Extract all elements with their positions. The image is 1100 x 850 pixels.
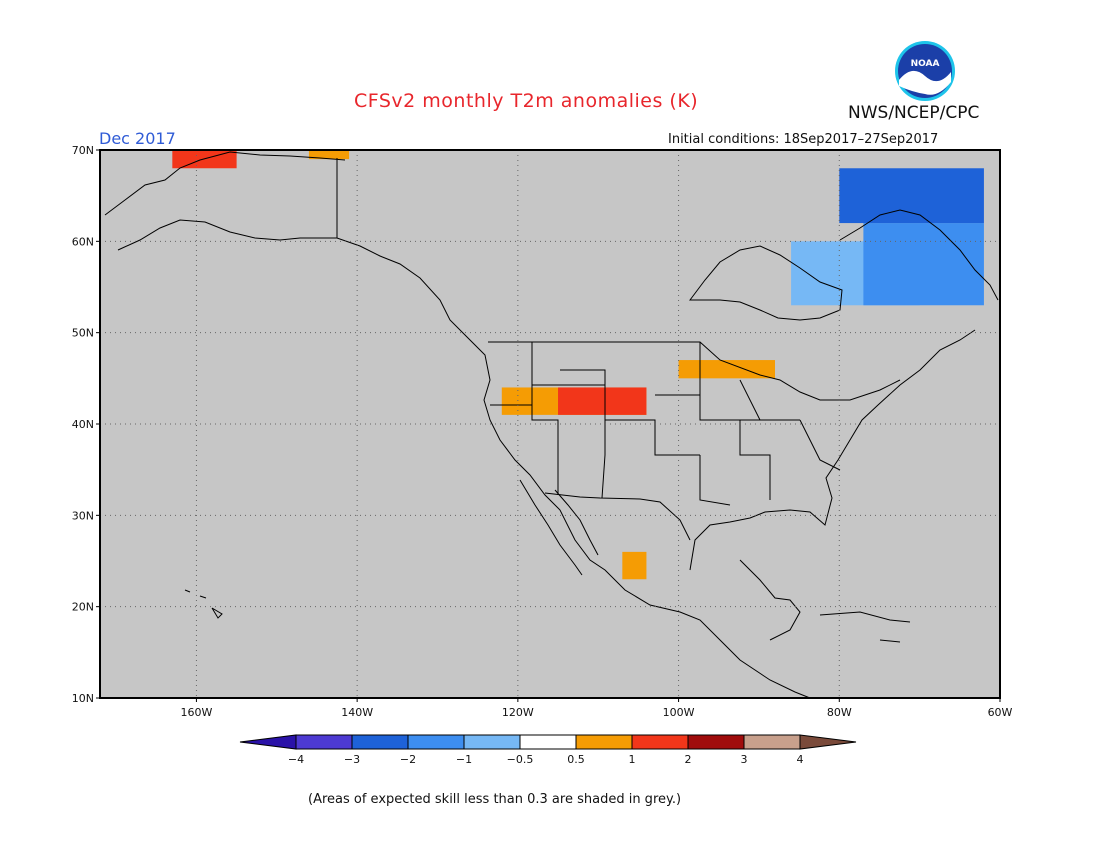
lat-label-20N: 20N [72, 601, 94, 614]
lon-label-100W: 100W [663, 706, 695, 719]
colorbar-segment [687, 734, 745, 750]
coastlines [104, 151, 999, 699]
colorbar-segment [351, 734, 409, 750]
lat-label-10N: 10N [72, 692, 94, 705]
state-line-7 [699, 419, 841, 506]
lat-label-50N: 50N [72, 327, 94, 340]
anomaly-rockies-warm-core [558, 387, 647, 415]
lat-label-40N: 40N [72, 418, 94, 431]
labrador-coast [839, 209, 999, 301]
colorbar-segment [743, 734, 801, 750]
colorbar-segment [463, 734, 521, 750]
anomaly-labrador-cool [863, 223, 984, 306]
lat-label-30N: 30N [72, 509, 94, 522]
lon-label-160W: 160W [180, 706, 212, 719]
forecast-month: Dec 2017 [99, 129, 176, 148]
colorbar-label: −4 [288, 753, 304, 766]
noaa-logo-text: NOAA [911, 59, 940, 69]
yucatan-coast [739, 559, 801, 641]
colorbar: −4 −3 −2 −1 −0.5 0.5 1 2 3 4 [239, 734, 857, 766]
lat-label-60N: 60N [72, 235, 94, 248]
colorbar-label: 0.5 [567, 753, 585, 766]
gulf-coast [689, 329, 976, 571]
colorbar-label: 4 [797, 753, 804, 766]
state-line-4 [490, 384, 605, 406]
colorbar-label: −0.5 [507, 753, 534, 766]
map-title: CFSv2 monthly T2m anomalies (K) [354, 90, 699, 112]
state-line-6 [655, 379, 800, 421]
skill-footnote: (Areas of expected skill less than 0.3 a… [308, 792, 682, 807]
colorbar-segment [631, 734, 689, 750]
colorbar-label: 1 [629, 753, 636, 766]
lat-label-70N: 70N [72, 144, 94, 157]
latitude-labels: 10N 20N 30N 40N 50N 60N 70N [72, 144, 100, 705]
us-mexico-border [544, 492, 691, 541]
colorbar-segment [575, 734, 633, 750]
hawaii [184, 589, 223, 619]
colorbar-right-arrow [799, 734, 857, 750]
political-borders [336, 158, 901, 541]
longitude-labels: 160W 140W 120W 100W 80W 60W [180, 698, 1013, 719]
hudson-bay [689, 245, 843, 321]
colorbar-segment [295, 734, 353, 750]
anomaly-upper-midwest-warm [678, 360, 775, 379]
lon-label-80W: 80W [827, 706, 852, 719]
colorbar-label: 3 [741, 753, 748, 766]
baja [519, 479, 583, 576]
lon-label-140W: 140W [341, 706, 373, 719]
initial-conditions: Initial conditions: 18Sep2017–27Sep2017 [668, 132, 939, 147]
anomaly-layer [172, 150, 984, 580]
agency-label: NWS/NCEP/CPC [848, 103, 980, 123]
us-canada-border [488, 341, 901, 401]
lon-label-60W: 60W [988, 706, 1013, 719]
colorbar-segment [407, 734, 465, 750]
anomaly-arctic-coast-warm [308, 150, 350, 160]
colorbar-segment [519, 734, 577, 750]
lon-label-120W: 120W [502, 706, 534, 719]
noaa-logo: NOAA [895, 41, 955, 101]
colorbar-label: −2 [400, 753, 416, 766]
anomaly-baffin-cool [839, 168, 984, 224]
caribbean [819, 611, 911, 643]
colorbar-label: 2 [685, 753, 692, 766]
alaska-west-coast [104, 151, 346, 216]
anomaly-mexico-warm [622, 551, 647, 580]
state-line-5 [699, 342, 771, 500]
colorbar-label: −1 [456, 753, 472, 766]
gulf-california [554, 489, 599, 556]
alaska-coast [117, 219, 811, 699]
colorbar-left-arrow [239, 734, 297, 750]
state-line-3 [601, 420, 606, 499]
colorbar-label: −3 [344, 753, 360, 766]
state-line-1 [531, 342, 559, 495]
state-line-2 [560, 369, 700, 456]
